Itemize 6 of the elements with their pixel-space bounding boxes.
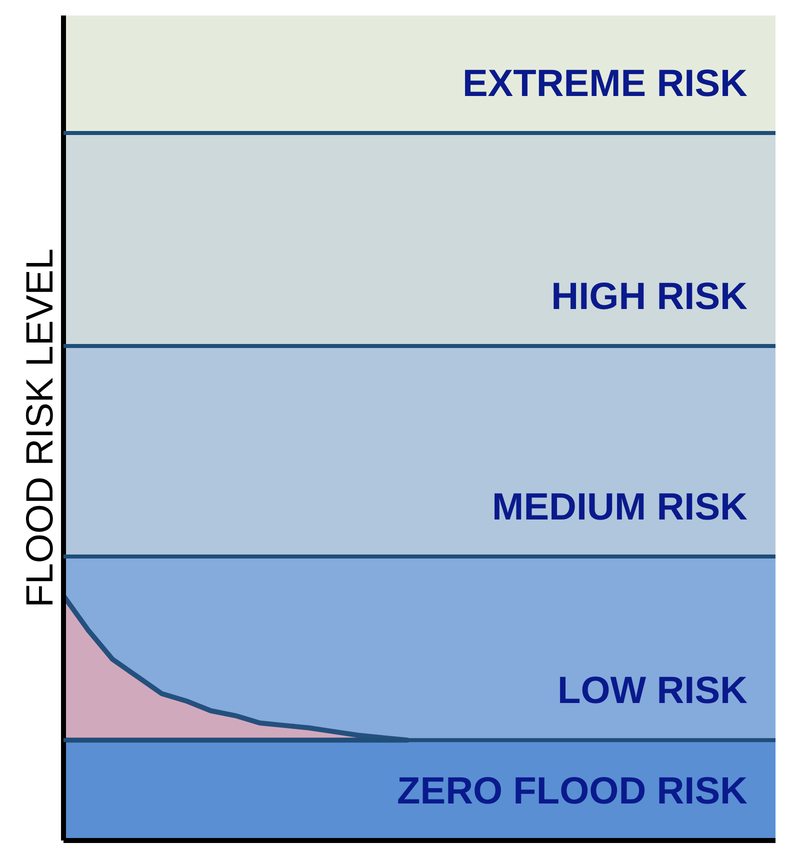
- band-label: MEDIUM RISK: [492, 486, 748, 529]
- band-label: HIGH RISK: [551, 276, 748, 318]
- band-label: EXTREME RISK: [462, 63, 748, 106]
- band-label: ZERO FLOOD RISK: [397, 770, 748, 812]
- band-label: LOW RISK: [558, 670, 748, 712]
- y-axis-title: FLOOD RISK LEVEL: [20, 248, 62, 608]
